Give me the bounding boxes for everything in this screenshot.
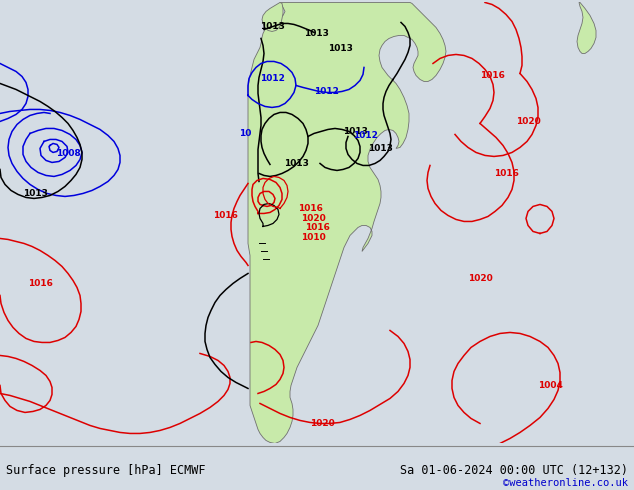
Text: 1016: 1016 bbox=[479, 71, 505, 80]
Text: 1012: 1012 bbox=[314, 87, 339, 96]
Text: 1013: 1013 bbox=[328, 44, 353, 53]
Polygon shape bbox=[248, 2, 446, 443]
Text: 1004: 1004 bbox=[538, 381, 562, 390]
Text: 1020: 1020 bbox=[468, 274, 493, 283]
Text: 1020: 1020 bbox=[301, 214, 325, 223]
Text: 1016: 1016 bbox=[212, 211, 238, 220]
Text: 1016: 1016 bbox=[297, 204, 323, 213]
Text: 1020: 1020 bbox=[515, 117, 540, 126]
Text: 1013: 1013 bbox=[283, 159, 308, 168]
Text: 1013: 1013 bbox=[23, 189, 48, 198]
Text: Sa 01-06-2024 00:00 UTC (12+132): Sa 01-06-2024 00:00 UTC (12+132) bbox=[399, 464, 628, 477]
Text: 1008: 1008 bbox=[56, 149, 81, 158]
Text: 1016: 1016 bbox=[304, 223, 330, 232]
Text: 1016: 1016 bbox=[27, 279, 53, 288]
Polygon shape bbox=[262, 2, 283, 31]
Text: 1013: 1013 bbox=[304, 29, 328, 38]
Text: 1013: 1013 bbox=[368, 144, 392, 153]
Text: 1010: 1010 bbox=[301, 233, 325, 242]
Text: ©weatheronline.co.uk: ©weatheronline.co.uk bbox=[503, 478, 628, 488]
Text: 1013: 1013 bbox=[259, 22, 285, 31]
Text: 1020: 1020 bbox=[309, 419, 334, 428]
Text: 1012: 1012 bbox=[353, 131, 377, 140]
Text: 1016: 1016 bbox=[493, 169, 519, 178]
Text: 1012: 1012 bbox=[259, 74, 285, 83]
Polygon shape bbox=[577, 2, 596, 53]
Text: 1013: 1013 bbox=[342, 127, 368, 136]
Text: Surface pressure [hPa] ECMWF: Surface pressure [hPa] ECMWF bbox=[6, 464, 206, 477]
Text: 10: 10 bbox=[239, 129, 251, 138]
